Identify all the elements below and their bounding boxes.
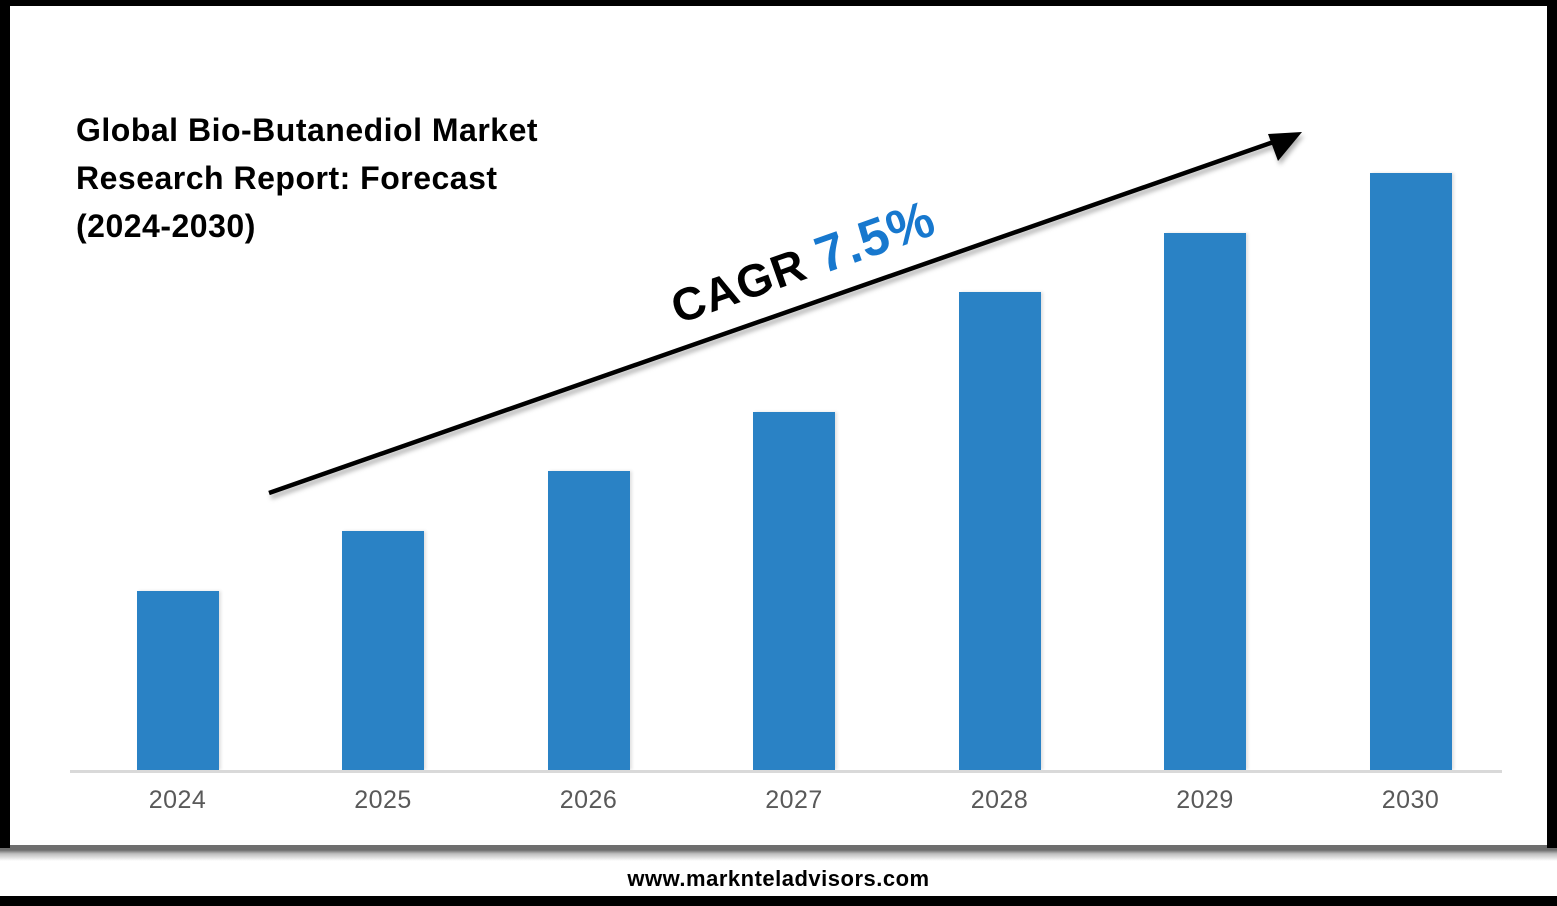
bar-2024 — [136, 591, 219, 770]
frame-border-right — [1547, 0, 1557, 848]
bar-2026 — [547, 471, 630, 770]
chart-title-line-3: (2024-2030) — [76, 208, 256, 244]
footer-bar: www.marknteladvisors.com — [0, 861, 1557, 896]
x-axis-label-2025: 2025 — [354, 786, 412, 814]
x-axis-label-2029: 2029 — [1176, 786, 1234, 814]
footer-divider — [0, 845, 1557, 861]
frame-border-left — [0, 0, 10, 848]
bar-chart-plot-area — [136, 173, 1452, 770]
x-axis-label-2030: 2030 — [1381, 786, 1440, 814]
x-axis-label-2027: 2027 — [765, 786, 823, 814]
bar-2027 — [753, 412, 835, 770]
x-axis-label-2028: 2028 — [970, 786, 1029, 814]
x-axis-label-2024: 2024 — [148, 786, 207, 814]
bar-2025 — [342, 531, 424, 770]
frame-border-bottom — [0, 896, 1557, 906]
bar-2028 — [958, 292, 1041, 770]
bar-2030 — [1369, 173, 1452, 770]
x-axis-line — [70, 770, 1502, 773]
website-url: www.marknteladvisors.com — [627, 865, 930, 891]
x-axis-label-2026: 2026 — [559, 786, 618, 814]
frame-border-top — [0, 0, 1557, 6]
bar-2029 — [1164, 233, 1246, 770]
